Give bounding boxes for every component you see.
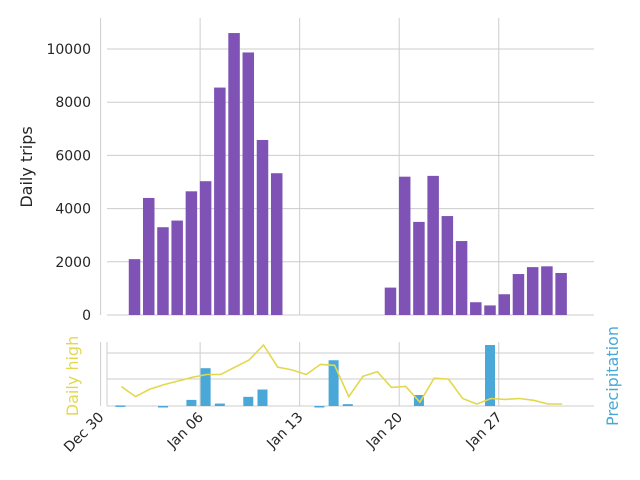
trips-bar: [470, 302, 482, 315]
trips-bar: [185, 191, 198, 315]
trips-y-tick-label: 10000: [46, 42, 91, 58]
trips-bar: [214, 87, 226, 315]
trips-bar: [441, 216, 454, 315]
trips-bar: [270, 173, 283, 315]
precipitation-bar: [157, 406, 168, 408]
weather-plot-area: Dec 30 Jan 06 Jan 13 Jan 20 Jan 27: [61, 342, 594, 456]
precipitation-bar: [214, 403, 225, 406]
precipitation-bar: [186, 399, 197, 406]
precipitation-axis-label: Precipitation: [603, 326, 622, 426]
precipitation-bar: [115, 405, 126, 407]
trips-bar: [498, 294, 510, 315]
weather-gridlines: [100, 342, 594, 407]
trips-y-tick-label: 0: [82, 308, 91, 324]
date-tick-label: Jan 20: [363, 410, 406, 453]
trips-y-tick-label: 6000: [55, 148, 91, 164]
trips-y-axis-label: Daily trips: [17, 126, 36, 207]
trips-bar: [157, 227, 169, 315]
trips-bar: [228, 33, 240, 315]
trips-bar: [413, 221, 425, 315]
trips-bar: [171, 220, 183, 315]
trips-bar: [142, 197, 155, 315]
trips-y-tick-labels: 0 2000 4000 6000 8000 10000: [46, 42, 91, 324]
trips-bar: [242, 52, 255, 315]
trips-bar: [199, 181, 212, 315]
trips-bar: [555, 272, 567, 315]
date-tick-labels: Dec 30 Jan 06 Jan 13 Jan 20 Jan 27: [61, 409, 505, 455]
date-tick-label: Jan 06: [164, 409, 207, 452]
trips-bar: [512, 274, 525, 315]
precipitation-bar: [257, 389, 268, 406]
daily-high-line: [120, 343, 563, 405]
trips-bar: [526, 267, 539, 315]
trips-y-tick-label: 2000: [55, 255, 91, 271]
daily-high-axis-label: Daily high: [63, 336, 82, 416]
precipitation-bar: [328, 360, 339, 406]
date-tick-label: Jan 13: [263, 410, 306, 453]
trips-plot-area: 0 2000 4000 6000 8000 10000: [46, 18, 594, 324]
trips-y-tick-label: 8000: [55, 95, 91, 111]
trips-bar: [541, 266, 553, 315]
precipitation-bar: [485, 345, 496, 406]
trips-y-tick-label: 4000: [55, 202, 91, 218]
precipitation-bar: [314, 406, 325, 408]
trips-bar: [384, 287, 397, 315]
trips-bars: [128, 33, 567, 315]
precipitation-bar: [243, 396, 254, 406]
trips-bar: [256, 139, 269, 315]
trips-bar: [427, 175, 439, 315]
precipitation-bar: [342, 404, 353, 406]
date-tick-label: Jan 27: [463, 410, 506, 453]
daily-high-series-line: [120, 343, 563, 405]
precipitation-bar: [200, 368, 211, 406]
precipitation-bars: [115, 345, 496, 408]
trips-bar: [398, 176, 411, 315]
trips-bar: [455, 241, 468, 315]
trips-bar: [128, 259, 141, 315]
trips-bar: [484, 305, 496, 315]
